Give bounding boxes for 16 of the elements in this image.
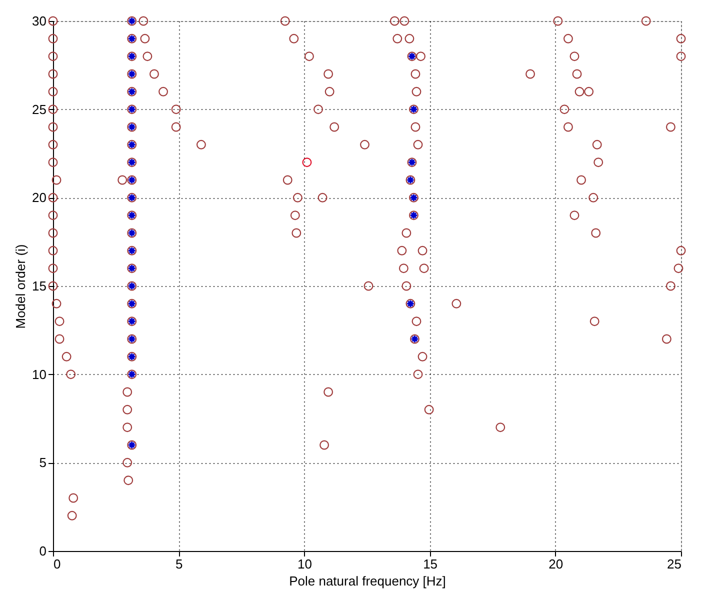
x-tick-label: 15	[423, 556, 438, 572]
y-tick-label: 0	[39, 544, 46, 558]
x-axis-title: Pole natural frequency [Hz]	[289, 574, 446, 588]
point	[302, 158, 312, 168]
y-tick-label: 20	[32, 190, 46, 206]
x-tick-label: 20	[548, 556, 564, 572]
x-tick-label: 25	[667, 556, 682, 572]
y-tick-label: 30	[32, 14, 46, 28]
x-tick-label: 10	[297, 556, 312, 572]
y-tick-label: 15	[32, 278, 46, 294]
y-tick-label: 10	[32, 366, 46, 382]
y-tick-label: 5	[39, 455, 46, 470]
x-tick-label: 5	[175, 556, 183, 572]
y-axis-title: Model order (i)	[13, 244, 28, 329]
x-tick-label: 0	[54, 556, 61, 572]
y-tick-label: 25	[32, 102, 46, 117]
